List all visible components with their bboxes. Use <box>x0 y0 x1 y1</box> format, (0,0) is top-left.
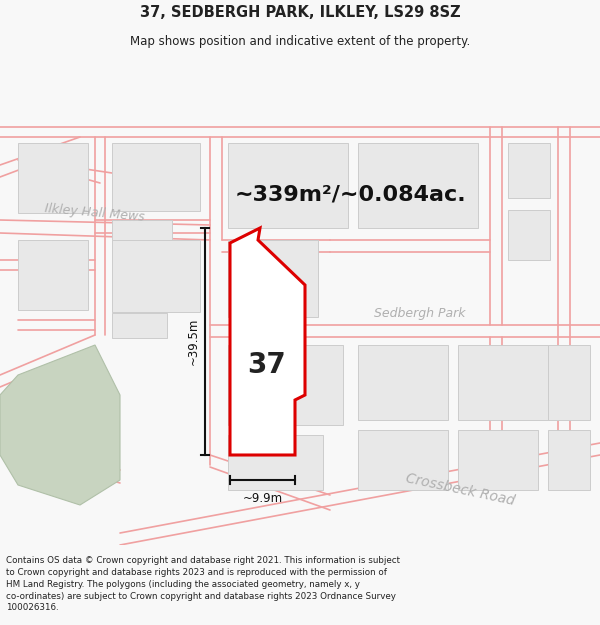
Bar <box>228 240 318 317</box>
Bar <box>228 435 323 490</box>
Text: ~339m²/~0.084ac.: ~339m²/~0.084ac. <box>234 185 466 205</box>
Text: ~39.5m: ~39.5m <box>187 318 199 365</box>
Polygon shape <box>0 345 120 505</box>
Bar <box>358 143 478 228</box>
Text: Ilkley Hall Mews: Ilkley Hall Mews <box>44 202 146 224</box>
Bar <box>358 345 448 420</box>
Text: 37: 37 <box>248 351 286 379</box>
Polygon shape <box>230 228 305 455</box>
Text: ~9.9m: ~9.9m <box>242 491 283 504</box>
Bar <box>112 240 200 312</box>
Bar <box>458 345 548 420</box>
Bar <box>18 240 88 310</box>
Text: 37, SEDBERGH PARK, ILKLEY, LS29 8SZ: 37, SEDBERGH PARK, ILKLEY, LS29 8SZ <box>140 4 460 19</box>
Bar <box>548 345 590 420</box>
Bar <box>458 430 538 490</box>
Text: Contains OS data © Crown copyright and database right 2021. This information is : Contains OS data © Crown copyright and d… <box>6 556 400 612</box>
Bar <box>508 143 550 198</box>
Text: Sedbergh Park: Sedbergh Park <box>374 306 466 319</box>
Bar <box>548 430 590 490</box>
Bar <box>508 210 550 260</box>
Bar <box>112 313 167 338</box>
Bar <box>112 143 200 211</box>
Bar <box>228 345 343 425</box>
Bar <box>358 430 448 490</box>
Text: Crossbeck Road: Crossbeck Road <box>404 472 516 508</box>
Bar <box>228 143 348 228</box>
Bar <box>112 220 172 240</box>
Bar <box>18 143 88 213</box>
Text: Map shows position and indicative extent of the property.: Map shows position and indicative extent… <box>130 35 470 48</box>
